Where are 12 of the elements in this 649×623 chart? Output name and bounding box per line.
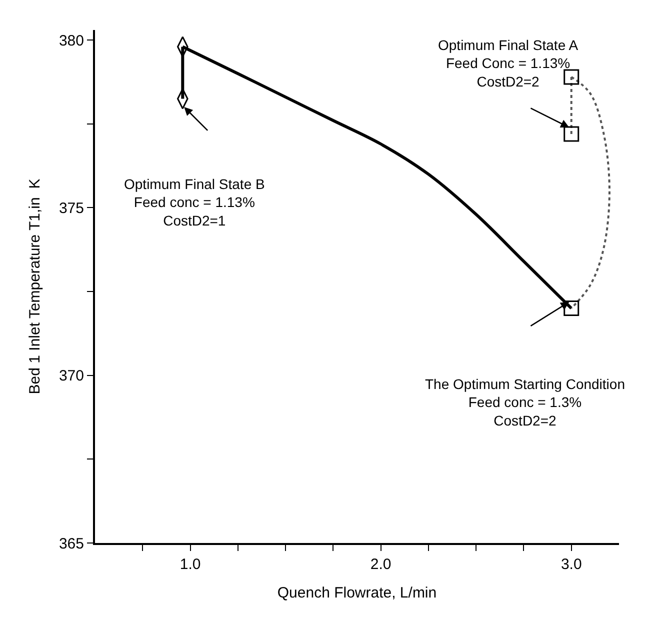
y-axis-title: Bed 1 Inlet Temperature T1,in K <box>26 178 44 394</box>
x-tick-label: 2.0 <box>370 556 392 573</box>
y-tick-label: 365 <box>58 535 84 552</box>
x-axis-title: Quench Flowrate, L/min <box>277 584 437 602</box>
annotation: The Optimum Starting Condition Feed conc = 1.3% CostD2=2 <box>425 376 625 428</box>
annotation: Optimum Final State A Feed Conc = 1.13% CostD2=2 <box>438 37 579 90</box>
x-tick-label: 1.0 <box>180 556 201 573</box>
y-tick-label: 370 <box>58 368 84 385</box>
y-tick-label: 375 <box>58 200 84 217</box>
annotation: Optimum Final State B Feed conc = 1.13% CostD2=1 <box>124 176 265 228</box>
y-tick-label: 380 <box>58 32 84 50</box>
x-tick-label: 3.0 <box>560 556 582 573</box>
